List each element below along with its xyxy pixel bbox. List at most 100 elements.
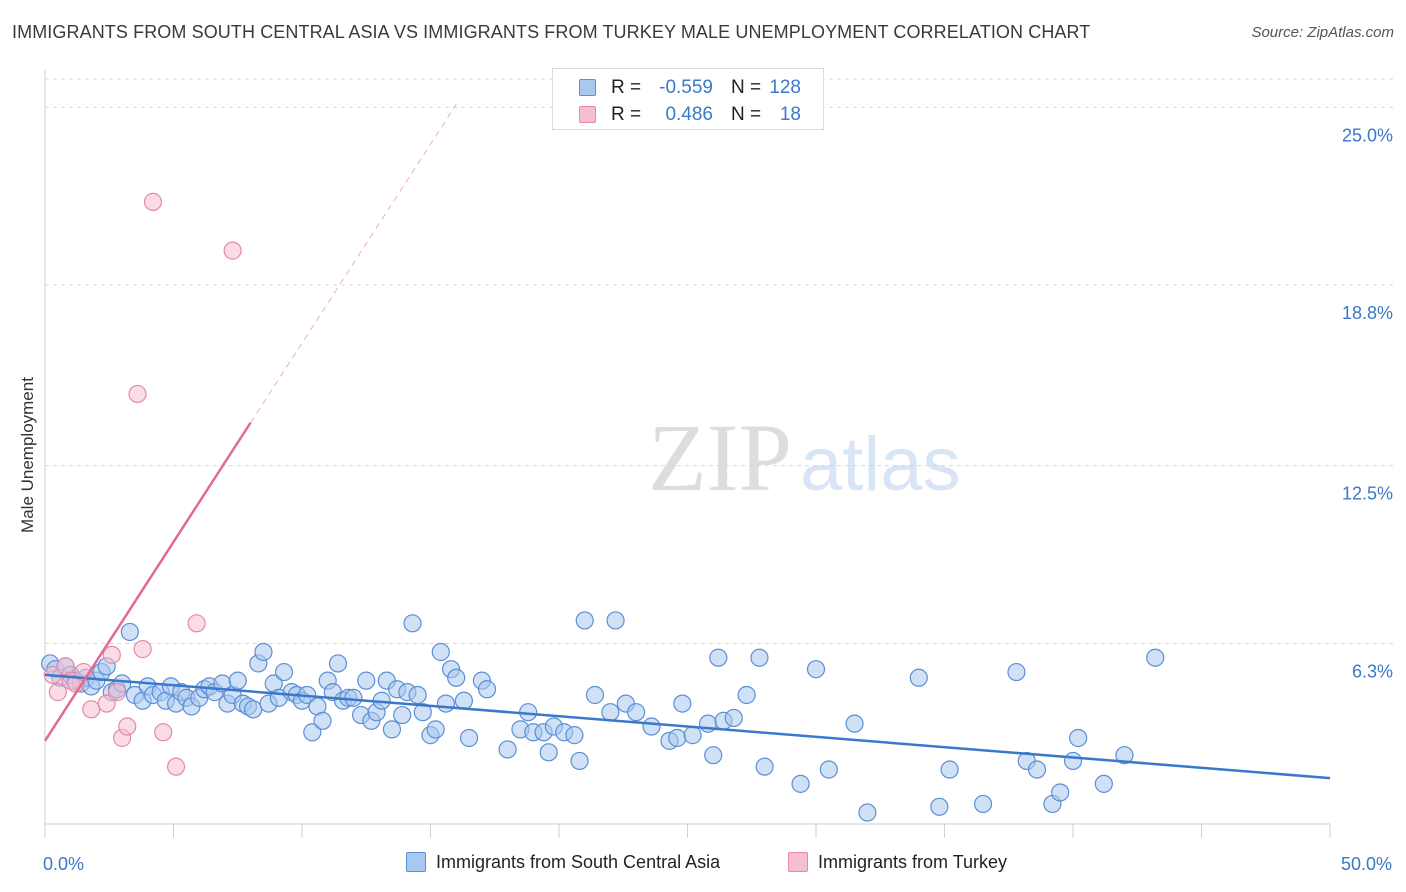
x-tick-label: 50.0% — [1341, 854, 1392, 874]
data-point-south-central-asia — [1115, 746, 1134, 765]
data-point-south-central-asia — [1146, 648, 1165, 667]
data-point-south-central-asia — [709, 648, 728, 667]
legend-r-label: R = — [611, 77, 642, 98]
data-point-south-central-asia — [313, 711, 332, 730]
data-point-south-central-asia — [357, 671, 376, 690]
data-point-south-central-asia — [539, 743, 558, 762]
bottom-legend-turkey: Immigrants from Turkey — [788, 852, 1007, 873]
data-point-south-central-asia — [940, 760, 959, 779]
data-points — [41, 192, 1165, 822]
legend-r-value: 0.486 — [665, 104, 713, 125]
legend-n-value: 128 — [769, 77, 801, 98]
data-point-south-central-asia — [585, 685, 605, 705]
data-point-south-central-asia — [673, 694, 692, 713]
watermark-atlas: atlas — [800, 422, 961, 507]
legend-r-value: -0.559 — [659, 77, 713, 98]
data-point-south-central-asia — [459, 728, 479, 748]
data-point-turkey — [133, 640, 152, 659]
data-point-south-central-asia — [344, 688, 363, 707]
bottom-legend-south-central-asia: Immigrants from South Central Asia — [406, 852, 720, 873]
data-point-south-central-asia — [755, 757, 774, 776]
legend-row-south-central-asia: R = -0.559 N = 128 — [553, 75, 823, 101]
legend-n-label: N = — [731, 77, 762, 98]
data-point-south-central-asia — [930, 797, 949, 816]
data-point-turkey — [48, 683, 67, 702]
legend-swatch-pink — [788, 852, 808, 872]
data-point-south-central-asia — [683, 726, 702, 745]
tick-labels: 6.3% 12.5% 18.8% 25.0% 0.0% 50.0% — [43, 125, 1393, 874]
trend-line-south-central-asia — [44, 673, 1331, 780]
y-tick-label: 6.3% — [1352, 661, 1393, 681]
data-point-south-central-asia — [724, 708, 743, 728]
data-point-south-central-asia — [1051, 783, 1070, 802]
data-point-south-central-asia — [606, 611, 625, 630]
data-point-south-central-asia — [845, 714, 864, 733]
bottom-legend-label: Immigrants from Turkey — [818, 852, 1008, 872]
data-point-south-central-asia — [806, 660, 826, 679]
data-point-turkey — [82, 700, 101, 719]
chart-title: IMMIGRANTS FROM SOUTH CENTRAL ASIA VS IM… — [12, 22, 1091, 42]
data-point-south-central-asia — [1007, 662, 1026, 682]
data-point-south-central-asia — [704, 746, 723, 765]
data-point-turkey — [97, 694, 116, 713]
x-tick-label: 0.0% — [43, 854, 84, 874]
data-point-south-central-asia — [382, 720, 402, 739]
trend-extension-turkey — [250, 104, 457, 423]
legend-swatch-blue — [579, 79, 596, 96]
data-point-south-central-asia — [819, 760, 838, 779]
data-point-turkey — [223, 241, 242, 260]
data-point-south-central-asia — [328, 654, 348, 673]
data-point-turkey — [102, 645, 121, 664]
y-tick-label: 12.5% — [1342, 484, 1393, 504]
data-point-south-central-asia — [601, 703, 620, 722]
bottom-legend-label: Immigrants from South Central Asia — [436, 852, 721, 872]
source-label: Source: ZipAtlas.com — [1251, 24, 1394, 41]
data-point-south-central-asia — [565, 726, 584, 745]
data-point-south-central-asia — [426, 720, 445, 739]
data-point-south-central-asia — [436, 694, 456, 713]
legend-n-label: N = — [731, 104, 762, 125]
legend-row-turkey: R = 0.486 N = 18 — [553, 102, 823, 128]
y-tick-label: 25.0% — [1342, 125, 1393, 145]
data-point-south-central-asia — [228, 671, 247, 690]
data-point-turkey — [143, 192, 163, 211]
y-tick-label: 18.8% — [1342, 303, 1393, 323]
data-point-south-central-asia — [447, 668, 466, 687]
data-point-turkey — [187, 614, 206, 633]
legend-swatch-blue — [406, 852, 426, 872]
data-point-south-central-asia — [626, 703, 646, 722]
data-point-south-central-asia — [244, 700, 263, 719]
trend-line-turkey — [43, 421, 252, 742]
data-point-south-central-asia — [1063, 751, 1083, 771]
data-point-south-central-asia — [1094, 774, 1113, 793]
data-point-south-central-asia — [408, 685, 427, 705]
data-point-south-central-asia — [909, 668, 928, 687]
data-point-south-central-asia — [498, 740, 517, 759]
data-point-south-central-asia — [1069, 728, 1088, 748]
data-point-south-central-asia — [413, 703, 432, 722]
data-point-turkey — [128, 384, 147, 404]
data-point-turkey — [154, 723, 173, 742]
data-point-south-central-asia — [642, 717, 661, 736]
axes — [44, 70, 1331, 838]
grid — [45, 78, 1395, 644]
legend-n-value: 18 — [779, 104, 801, 125]
data-point-south-central-asia — [1027, 760, 1047, 779]
data-point-turkey — [166, 757, 186, 776]
data-point-south-central-asia — [254, 642, 273, 662]
data-point-south-central-asia — [120, 622, 139, 642]
legend-r-label: R = — [611, 104, 642, 125]
data-point-south-central-asia — [668, 728, 687, 748]
data-point-south-central-asia — [570, 751, 589, 771]
data-point-south-central-asia — [303, 723, 322, 742]
data-point-south-central-asia — [737, 685, 756, 705]
data-point-south-central-asia — [477, 680, 497, 699]
data-point-south-central-asia — [274, 662, 294, 682]
data-point-south-central-asia — [791, 774, 810, 793]
data-point-turkey — [107, 683, 127, 702]
data-point-turkey — [118, 717, 137, 736]
data-point-south-central-asia — [575, 611, 594, 630]
data-point-south-central-asia — [403, 614, 422, 633]
legend-swatch-pink — [579, 106, 596, 123]
